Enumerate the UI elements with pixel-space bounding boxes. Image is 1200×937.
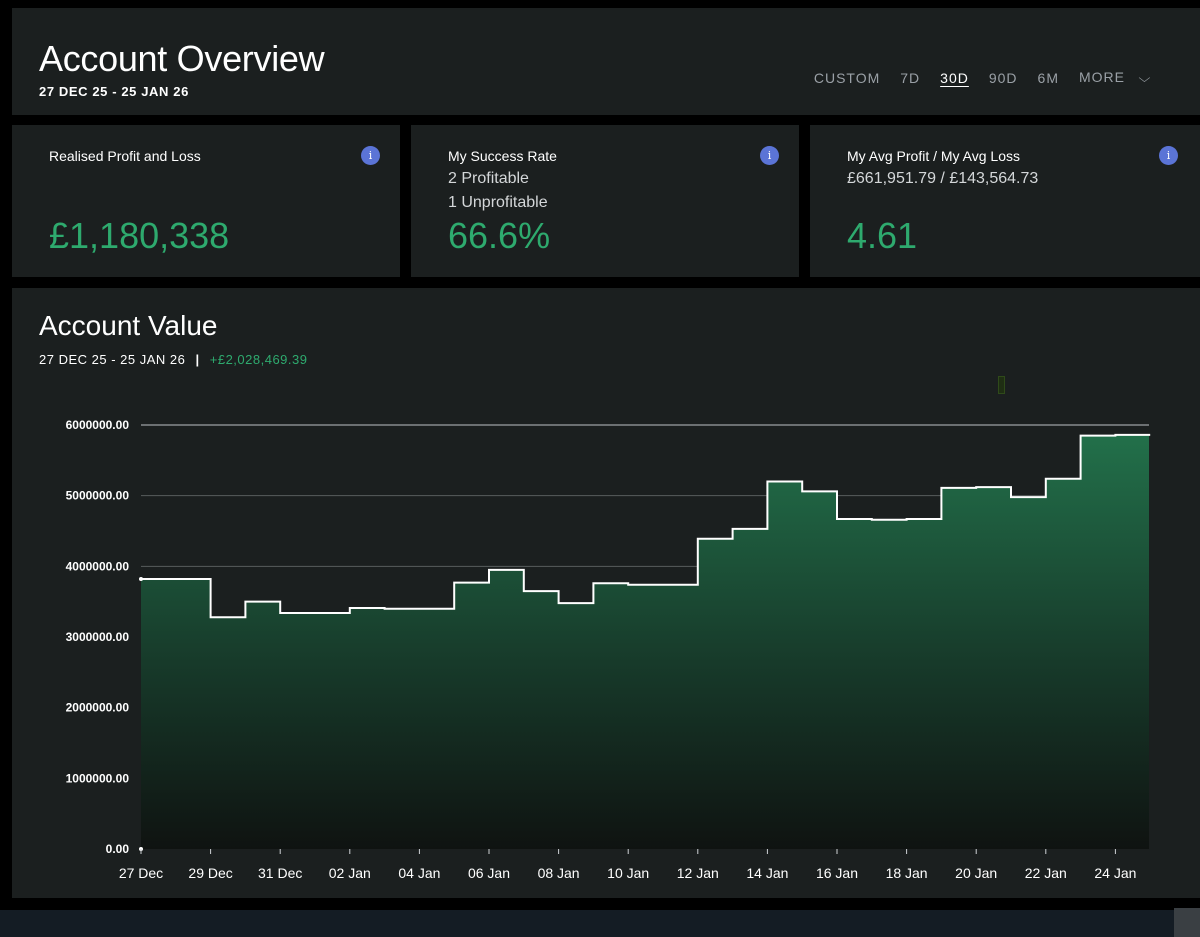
account-value-chart[interactable]: 0.00 1000000.00 2000000.00 3000000.00 400000…	[12, 288, 1200, 898]
date-range: 27 DEC 25 - 25 JAN 26	[39, 84, 189, 99]
info-icon[interactable]: i	[760, 146, 779, 165]
y-tick-label: 1000000.00	[66, 771, 130, 785]
profitable-count: 2 Profitable	[448, 170, 529, 187]
account-value-panel: Account Value 27 DEC 25 - 25 JAN 26 | +£…	[12, 288, 1200, 898]
chevron-down-icon: ⌵	[1138, 71, 1152, 85]
area-fill	[141, 434, 1151, 849]
realised-pnl-value: £1,180,338	[49, 215, 230, 256]
cursor-marker	[998, 376, 1005, 394]
range-tab-30d[interactable]: 30D	[940, 69, 969, 86]
x-tick-label: 08 Jan	[538, 865, 580, 881]
card-title: Realised Profit and Loss	[49, 148, 201, 164]
info-icon[interactable]: i	[361, 146, 380, 165]
x-tick-label: 20 Jan	[955, 865, 997, 881]
y-tick-label: 0.00	[106, 842, 130, 856]
separator: |	[195, 352, 200, 367]
x-tick-label: 22 Jan	[1025, 865, 1067, 881]
y-tick-label: 2000000.00	[66, 701, 130, 715]
series-line	[141, 433, 1151, 619]
range-selector: CUSTOM 7D 30D 90D 6M MORE ⌵	[794, 69, 1150, 86]
range-tab-more[interactable]: MORE ⌵	[1079, 69, 1150, 86]
range-tab-6m[interactable]: 6M	[1037, 69, 1059, 86]
x-tick-label: 29 Dec	[188, 865, 232, 881]
taskbar-corner	[1174, 908, 1200, 937]
page-title: Account Overview	[39, 38, 325, 79]
x-tick-label: 06 Jan	[468, 865, 510, 881]
avg-profit-loss-card: My Avg Profit / My Avg Loss i £661,951.7…	[810, 125, 1200, 277]
avg-ratio-value: 4.61	[847, 215, 918, 256]
chart-title: Account Value	[39, 310, 218, 341]
chart-subtitle: 27 DEC 25 - 25 JAN 26 | +£2,028,469.39	[39, 352, 307, 367]
taskbar-strip	[0, 910, 1200, 937]
realised-pnl-card: Realised Profit and Loss i £1,180,338	[12, 125, 400, 277]
success-rate-value: 66.6%	[448, 215, 551, 256]
unprofitable-count: 1 Unprofitable	[448, 194, 548, 211]
x-tick-label: 14 Jan	[746, 865, 788, 881]
x-tick-label: 04 Jan	[398, 865, 440, 881]
range-tab-7d[interactable]: 7D	[900, 69, 921, 86]
x-tick-label: 27 Dec	[119, 865, 163, 881]
x-tick-label: 12 Jan	[677, 865, 719, 881]
start-point	[139, 577, 143, 582]
card-title: My Avg Profit / My Avg Loss	[847, 148, 1020, 164]
range-tab-custom[interactable]: CUSTOM	[813, 69, 881, 86]
x-tick-label: 10 Jan	[607, 865, 649, 881]
y-tick-label: 5000000.00	[66, 489, 130, 503]
card-title: My Success Rate	[448, 148, 557, 164]
x-tick-label: 16 Jan	[816, 865, 858, 881]
more-label: MORE	[1079, 69, 1125, 85]
x-tick-label: 24 Jan	[1094, 865, 1136, 881]
chart-date-range: 27 DEC 25 - 25 JAN 26	[39, 352, 186, 367]
x-tick-label: 18 Jan	[886, 865, 928, 881]
avg-profit-loss-amounts: £661,951.79 / £143,564.73	[847, 170, 1039, 187]
value-change: +£2,028,469.39	[209, 352, 308, 367]
y-tick-label: 3000000.00	[66, 630, 130, 644]
success-rate-card: My Success Rate i 2 Profitable 1 Unprofi…	[411, 125, 799, 277]
x-tick-label: 31 Dec	[258, 865, 302, 881]
y-tick-label: 6000000.00	[66, 418, 130, 432]
x-tick-label: 02 Jan	[329, 865, 371, 881]
y-tick-label: 4000000.00	[66, 559, 130, 573]
header-panel: Account Overview 27 DEC 25 - 25 JAN 26 C…	[12, 8, 1200, 115]
range-tab-90d[interactable]: 90D	[988, 69, 1018, 86]
info-icon[interactable]: i	[1159, 146, 1178, 165]
